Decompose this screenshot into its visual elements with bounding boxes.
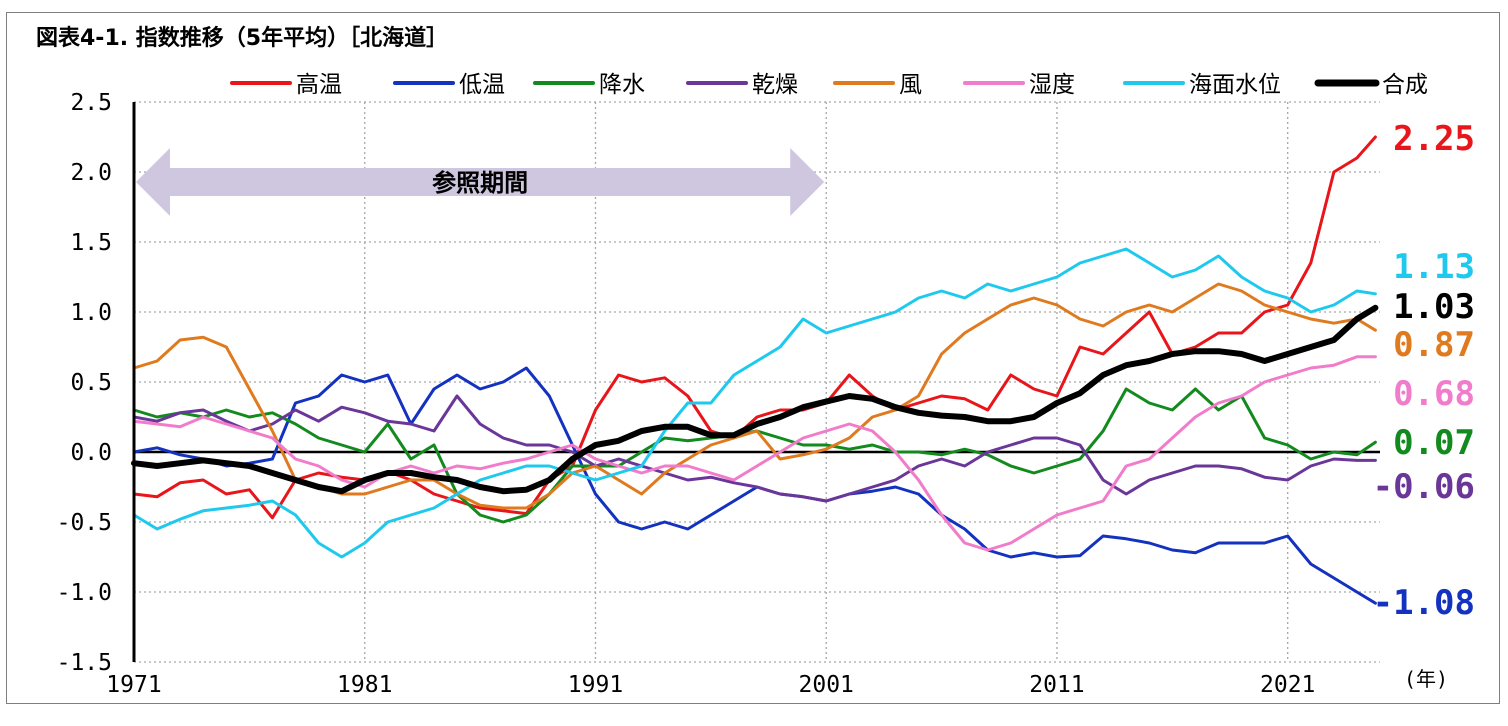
- end-label-1: -1.08: [1373, 583, 1475, 623]
- end-label-3: -0.06: [1373, 467, 1475, 507]
- x-unit-label: (年): [1404, 667, 1448, 691]
- x-tick-label: 2001: [799, 672, 854, 698]
- y-tick-label: 0.0: [70, 440, 112, 466]
- end-labels: 2.25 -1.08 0.07-0.06 0.87 0.68 1.131.03: [1373, 119, 1475, 623]
- y-tick-label: 1.0: [70, 300, 112, 326]
- y-tick-label: 2.0: [70, 160, 112, 186]
- legend-label-6: 海面水位: [1189, 72, 1281, 98]
- legend-label-4: 風: [899, 72, 922, 98]
- end-label-6: 1.13: [1393, 247, 1475, 287]
- legend-label-2: 降水: [599, 72, 645, 98]
- y-tick-label: -0.5: [57, 510, 112, 536]
- series-line-5: [132, 355, 1377, 552]
- y-tick-label: -1.5: [57, 650, 112, 676]
- x-tick-label: 1971: [106, 672, 161, 698]
- y-tick-label: 0.5: [70, 370, 112, 396]
- legend-label-5: 湿度: [1029, 72, 1075, 98]
- chart-title: 図表4-1. 指数推移（5年平均）［北海道］: [36, 26, 449, 51]
- y-tick-label: -1.0: [57, 580, 112, 606]
- x-tick-label: 2011: [1029, 672, 1084, 698]
- series-line-3: [132, 394, 1377, 503]
- y-tick-label: 1.5: [70, 230, 112, 256]
- end-label-4: 0.87: [1393, 325, 1475, 365]
- end-label-0: 2.25: [1393, 119, 1475, 159]
- legend-label-0: 高温: [296, 72, 342, 98]
- legend-label-1: 低温: [459, 72, 505, 98]
- end-label-5: 0.68: [1393, 374, 1475, 414]
- x-tick-label: 1991: [568, 672, 623, 698]
- reference-period-label: 参照期間: [432, 169, 528, 197]
- legend-label-3: 乾燥: [752, 72, 798, 98]
- end-label-2: 0.07: [1393, 423, 1475, 463]
- x-tick-label: 1981: [337, 672, 392, 698]
- y-tick-label: 2.5: [70, 90, 112, 116]
- end-label-7: 1.03: [1393, 287, 1475, 327]
- x-tick-label: 2021: [1260, 672, 1315, 698]
- series-line-6: [132, 247, 1377, 559]
- series-line-2: [132, 387, 1377, 524]
- legend-label-7: 合成: [1382, 72, 1428, 98]
- series-lines: [131, 135, 1379, 605]
- reference-period-arrow: 参照期間: [136, 148, 825, 216]
- legend: 高温 低温 降水 乾燥 風 湿度 海面水位 合成: [230, 72, 1428, 98]
- reference-period-shape: [136, 148, 825, 216]
- series-line-7: [131, 304, 1379, 495]
